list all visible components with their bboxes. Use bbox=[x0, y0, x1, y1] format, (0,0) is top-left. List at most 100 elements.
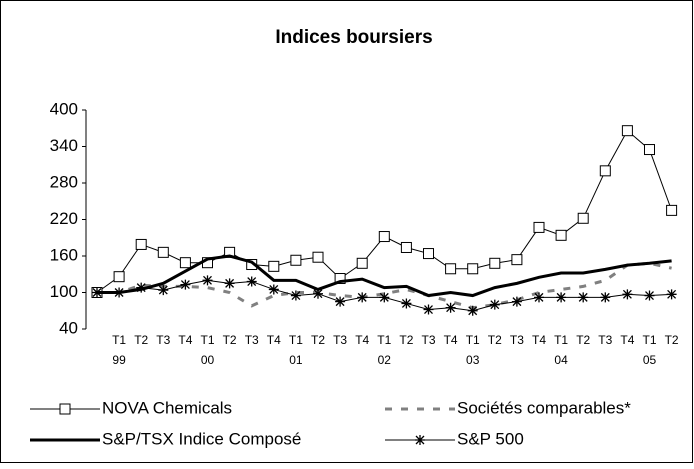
legend-marker bbox=[415, 435, 425, 445]
y-tick-label: 220 bbox=[50, 209, 78, 228]
marker bbox=[555, 229, 567, 241]
x-tick-label: T2 bbox=[134, 333, 148, 347]
marker bbox=[445, 302, 456, 313]
marker bbox=[268, 284, 279, 295]
y-tick-label: 40 bbox=[59, 318, 78, 337]
marker bbox=[600, 292, 611, 303]
marker bbox=[578, 292, 589, 303]
marker bbox=[644, 290, 655, 301]
series-line bbox=[97, 261, 672, 310]
y-tick-label: 280 bbox=[50, 172, 78, 191]
year-label: 03 bbox=[466, 353, 480, 367]
legend-label: S&P 500 bbox=[457, 429, 524, 448]
marker bbox=[400, 241, 412, 253]
marker bbox=[114, 287, 125, 298]
marker bbox=[357, 292, 368, 303]
series-line bbox=[97, 254, 672, 298]
y-tick-label: 100 bbox=[50, 282, 78, 301]
x-tick-label: T2 bbox=[576, 333, 590, 347]
marker bbox=[312, 251, 324, 263]
marker bbox=[268, 260, 280, 272]
marker bbox=[335, 296, 346, 307]
year-label: 02 bbox=[378, 353, 392, 367]
x-tick-label: T3 bbox=[245, 333, 259, 347]
marker bbox=[224, 278, 235, 289]
legend-label: S&P/TSX Indice Composé bbox=[102, 429, 301, 448]
marker bbox=[290, 254, 302, 266]
marker bbox=[179, 257, 191, 269]
marker bbox=[378, 231, 390, 243]
year-label: 00 bbox=[201, 353, 215, 367]
marker bbox=[356, 257, 368, 269]
marker bbox=[334, 273, 346, 285]
x-tick-label: T3 bbox=[333, 333, 347, 347]
x-tick-label: T4 bbox=[178, 333, 192, 347]
x-tick-label: T4 bbox=[444, 333, 458, 347]
marker bbox=[423, 248, 434, 260]
x-tick-label: T1 bbox=[466, 333, 480, 347]
marker bbox=[621, 125, 633, 137]
x-tick-label: T2 bbox=[665, 333, 679, 347]
marker bbox=[489, 299, 500, 310]
marker bbox=[556, 292, 567, 303]
marker bbox=[290, 290, 301, 301]
x-tick-label: T3 bbox=[156, 333, 170, 347]
x-tick-label: T1 bbox=[200, 333, 214, 347]
marker bbox=[180, 279, 191, 290]
marker bbox=[644, 144, 655, 156]
marker bbox=[599, 165, 611, 177]
x-tick-label: T4 bbox=[532, 333, 546, 347]
marker bbox=[379, 292, 390, 303]
year-label: 99 bbox=[112, 353, 126, 367]
marker bbox=[511, 296, 522, 307]
marker bbox=[577, 212, 589, 224]
marker bbox=[467, 305, 478, 316]
marker bbox=[533, 221, 545, 233]
x-tick-label: T1 bbox=[112, 333, 126, 347]
x-tick-label: T1 bbox=[377, 333, 391, 347]
legend-marker bbox=[59, 403, 71, 415]
marker bbox=[467, 263, 479, 275]
marker bbox=[445, 263, 457, 275]
x-tick-label: T1 bbox=[289, 333, 303, 347]
legend-label: Sociétés comparables* bbox=[457, 398, 631, 417]
marker bbox=[136, 282, 147, 293]
marker bbox=[135, 238, 147, 250]
x-tick-label: T1 bbox=[554, 333, 568, 347]
marker bbox=[246, 276, 257, 287]
y-tick-label: 340 bbox=[50, 136, 78, 155]
x-tick-label: T2 bbox=[223, 333, 237, 347]
x-tick-label: T3 bbox=[510, 333, 524, 347]
marker bbox=[622, 289, 633, 300]
marker bbox=[401, 298, 412, 309]
marker bbox=[157, 246, 169, 258]
marker bbox=[423, 304, 434, 315]
year-label: 01 bbox=[289, 353, 303, 367]
x-tick-label: T4 bbox=[620, 333, 634, 347]
marker bbox=[113, 271, 125, 283]
marker bbox=[511, 254, 523, 266]
x-tick-label: T4 bbox=[267, 333, 281, 347]
x-tick-label: T2 bbox=[311, 333, 325, 347]
marker bbox=[666, 289, 677, 300]
marker bbox=[158, 285, 169, 296]
legend-label: NOVA Chemicals bbox=[102, 398, 232, 417]
x-tick-label: T4 bbox=[355, 333, 369, 347]
x-tick-label: T2 bbox=[399, 333, 413, 347]
x-tick-label: T1 bbox=[642, 333, 656, 347]
marker bbox=[534, 292, 544, 303]
marker bbox=[92, 287, 102, 298]
marker bbox=[202, 275, 213, 286]
x-tick-label: T2 bbox=[488, 333, 502, 347]
marker bbox=[489, 257, 501, 269]
marker bbox=[313, 288, 323, 299]
y-tick-label: 400 bbox=[50, 99, 78, 118]
year-label: 04 bbox=[554, 353, 568, 367]
year-label: 05 bbox=[643, 353, 657, 367]
x-tick-label: T3 bbox=[421, 333, 435, 347]
x-tick-label: T3 bbox=[598, 333, 612, 347]
y-tick-label: 160 bbox=[50, 245, 78, 264]
marker bbox=[666, 204, 678, 216]
